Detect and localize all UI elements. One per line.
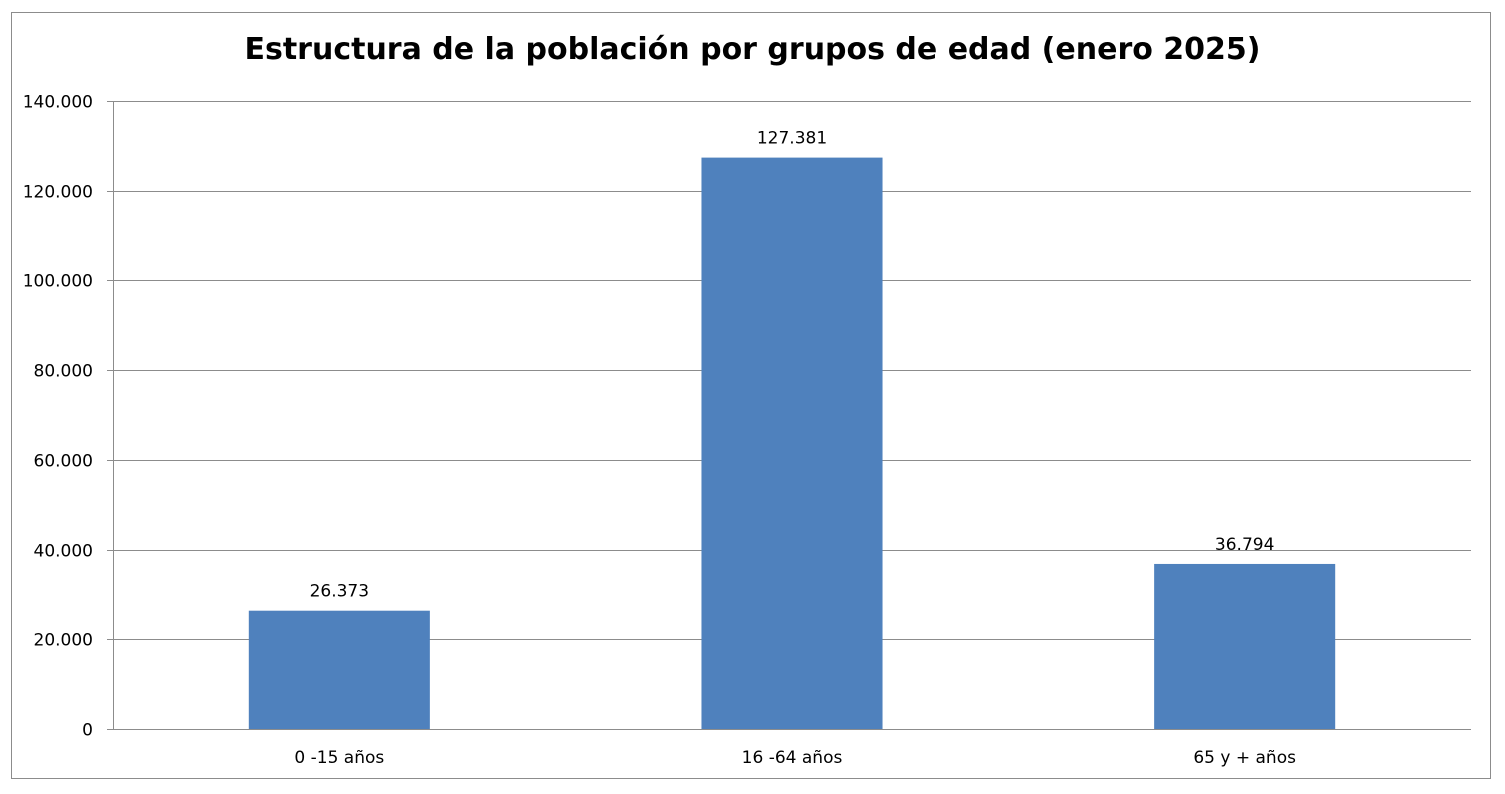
y-tick-label: 20.000 — [34, 631, 93, 651]
y-tick-label: 140.000 — [23, 93, 93, 113]
data-label-2: 127.381 — [757, 129, 827, 149]
x-tick-label-2: 16 -64 años — [742, 748, 843, 768]
x-tick-label-1: 0 -15 años — [294, 748, 384, 768]
chart-title: Estructura de la población por grupos de… — [244, 32, 1261, 67]
data-labels: 26.373 127.381 36.794 — [310, 129, 1275, 602]
bars — [248, 157, 1336, 729]
bar-2 — [701, 157, 883, 729]
data-label-3: 36.794 — [1215, 535, 1274, 555]
bar-3 — [1154, 563, 1336, 729]
y-tick-label: 80.000 — [34, 362, 93, 382]
x-tick-label-3: 65 y + años — [1193, 748, 1296, 768]
axes — [107, 101, 1471, 730]
y-tick-label: 60.000 — [34, 452, 93, 472]
y-axis-tick-labels: 0 20.000 40.000 60.000 80.000 100.000 120.000 1… — [23, 93, 93, 741]
bar-1 — [248, 610, 430, 729]
y-tick-label: 100.000 — [23, 272, 93, 292]
y-tick-label: 120.000 — [23, 183, 93, 203]
y-tick-label: 40.000 — [34, 542, 93, 562]
y-tick-label: 0 — [82, 721, 93, 741]
x-axis-tick-labels: 0 -15 años 16 -64 años 65 y + años — [294, 748, 1296, 768]
data-label-1: 26.373 — [310, 582, 369, 602]
